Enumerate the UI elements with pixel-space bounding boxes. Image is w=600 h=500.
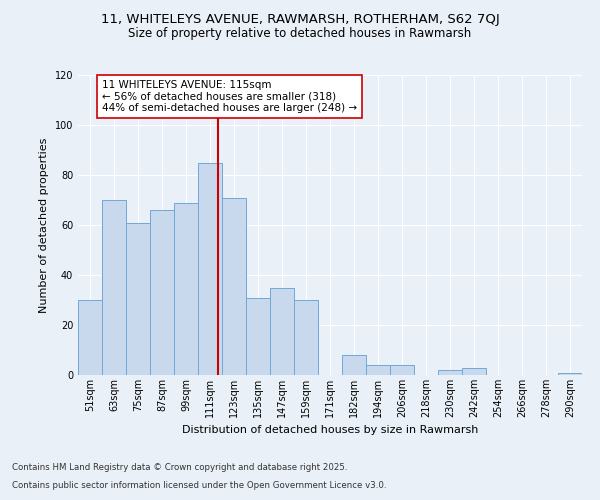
- Bar: [150, 210, 174, 375]
- Bar: [126, 222, 150, 375]
- Bar: [294, 300, 318, 375]
- Bar: [342, 355, 366, 375]
- Text: Contains public sector information licensed under the Open Government Licence v3: Contains public sector information licen…: [12, 481, 386, 490]
- Text: 11, WHITELEYS AVENUE, RAWMARSH, ROTHERHAM, S62 7QJ: 11, WHITELEYS AVENUE, RAWMARSH, ROTHERHA…: [101, 12, 499, 26]
- Text: Size of property relative to detached houses in Rawmarsh: Size of property relative to detached ho…: [128, 28, 472, 40]
- Y-axis label: Number of detached properties: Number of detached properties: [39, 138, 49, 312]
- Bar: [198, 162, 222, 375]
- Bar: [174, 202, 198, 375]
- Bar: [102, 200, 126, 375]
- Bar: [390, 365, 414, 375]
- X-axis label: Distribution of detached houses by size in Rawmarsh: Distribution of detached houses by size …: [182, 426, 478, 436]
- Bar: [366, 365, 390, 375]
- Bar: [246, 298, 270, 375]
- Bar: [558, 372, 582, 375]
- Bar: [438, 370, 462, 375]
- Text: 11 WHITELEYS AVENUE: 115sqm
← 56% of detached houses are smaller (318)
44% of se: 11 WHITELEYS AVENUE: 115sqm ← 56% of det…: [102, 80, 357, 113]
- Text: Contains HM Land Registry data © Crown copyright and database right 2025.: Contains HM Land Registry data © Crown c…: [12, 464, 347, 472]
- Bar: [222, 198, 246, 375]
- Bar: [78, 300, 102, 375]
- Bar: [270, 288, 294, 375]
- Bar: [462, 368, 486, 375]
